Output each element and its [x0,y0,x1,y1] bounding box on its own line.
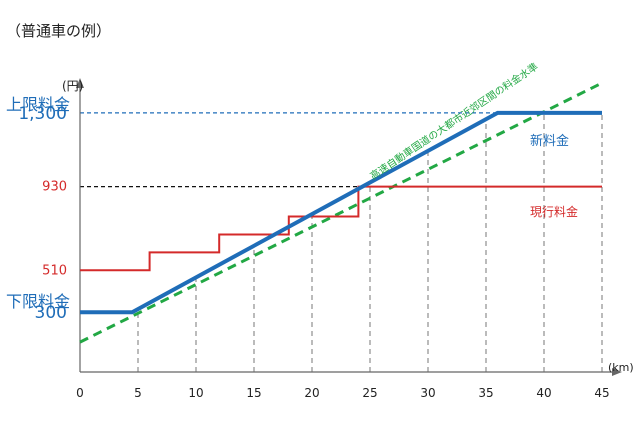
x-gridlines [137,112,603,372]
series-line-1 [80,185,602,272]
series-label-new-fee: 新料金 [530,133,569,149]
x-tick-label-35: 35 [478,386,493,400]
x-axis-arrow-icon [612,368,622,376]
axes: (円) (km) [62,78,634,376]
chart-title: （普通車の例） [6,22,111,40]
x-tick-label-25: 25 [362,386,377,400]
x-tick-label-30: 30 [420,386,435,400]
x-tick-label-40: 40 [536,386,551,400]
x-tick-label-5: 5 [134,386,142,400]
y-unit-label: (円) [62,79,83,93]
y-tick-label-300: 300 [35,303,67,323]
series-label-current-fee: 現行料金 [530,204,578,219]
y-tick-label-1300: 1,300 [18,104,67,124]
y-tick-label-510: 510 [42,263,67,278]
x-tick-labels: 0 5 10 15 20 25 30 35 40 45 [76,386,609,400]
y-tick-label-930: 930 [42,180,67,195]
series-label-highway-level: 高速自動車国道の大都市近郊区間の料金水準 [367,60,540,183]
x-tick-label-15: 15 [246,386,261,400]
reference-lines [80,112,498,188]
y-annotation-upper: 上限料金 [6,95,70,114]
y-axis-arrow-icon [76,78,84,88]
y-annotation-lower: 下限料金 [6,292,70,311]
x-tick-label-10: 10 [188,386,203,400]
x-unit-label: (km) [608,361,634,374]
x-tick-label-0: 0 [76,386,84,400]
y-tick-labels: 300 510 930 1,300 [18,104,67,323]
x-tick-label-20: 20 [304,386,319,400]
x-tick-label-45: 45 [594,386,609,400]
series-line-2 [79,81,603,344]
series [79,81,603,344]
series-line-0 [80,110,602,315]
